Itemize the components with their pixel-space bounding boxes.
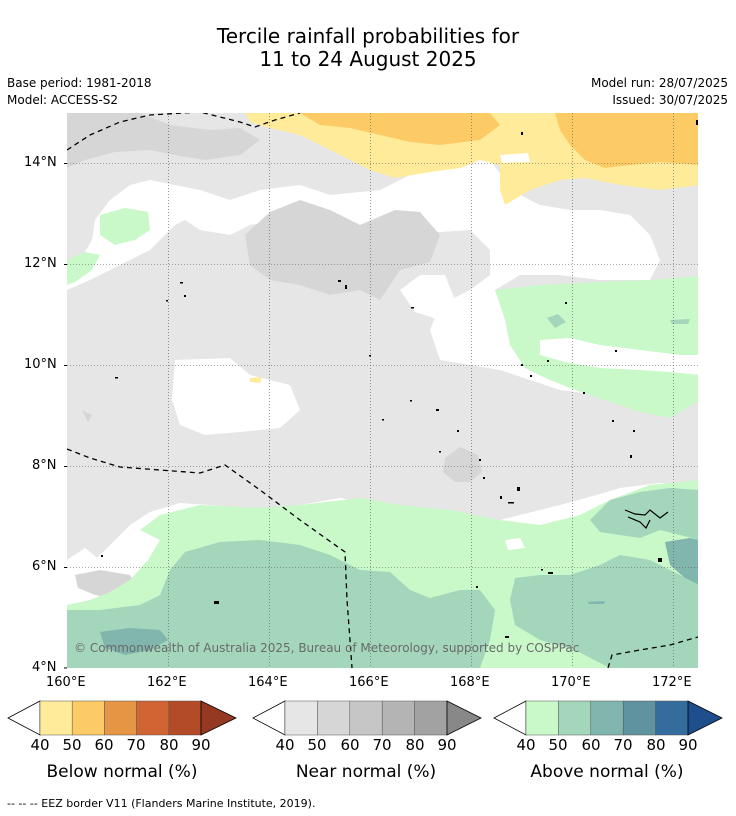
colorbar-swatch — [655, 700, 689, 736]
colorbar-tick-label: 90 — [191, 736, 211, 754]
above-normal-colorbar — [493, 700, 723, 736]
colorbar-tick-label: 60 — [581, 736, 601, 754]
islands — [101, 120, 698, 638]
colorbar-tick-label: 50 — [548, 736, 568, 754]
x-tick-label: 166°E — [349, 675, 389, 690]
x-tick-label: 160°E — [46, 675, 86, 690]
colorbar-tick-label: 50 — [307, 736, 327, 754]
below-normal-label: Below normal (%) — [46, 762, 198, 782]
above-normal-darker-region — [510, 555, 698, 668]
colorbar-swatch — [284, 700, 318, 736]
colorbar-tick-label: 60 — [94, 736, 114, 754]
near-normal-darker-region — [245, 200, 440, 300]
map-plot-area — [67, 113, 698, 668]
y-tick-label: 12°N — [24, 256, 57, 271]
colorbar-swatch — [622, 700, 656, 736]
colorbar-swatch — [71, 700, 105, 736]
colorbar-swatch — [39, 700, 73, 736]
colorbar-tick-label: 40 — [30, 736, 50, 754]
issued-label: Issued: 30/07/2025 — [612, 93, 728, 107]
colorbar-swatch — [349, 700, 383, 736]
near-normal-label: Near normal (%) — [295, 762, 437, 782]
below-normal-region — [300, 113, 500, 145]
base-period-label: Base period: 1981-2018 — [7, 76, 152, 90]
colorbar-tick-label: 80 — [159, 736, 179, 754]
colorbar-swatch — [381, 700, 415, 736]
model-run-label: Model run: 28/07/2025 — [590, 76, 728, 90]
above-normal-label: Above normal (%) — [530, 762, 684, 782]
colorbar-swatch — [687, 700, 723, 736]
x-tick-label: 168°E — [450, 675, 490, 690]
above-normal-darker-region — [590, 488, 698, 540]
below-normal-colorbar — [7, 700, 237, 736]
colorbar-tick-label: 50 — [62, 736, 82, 754]
y-tick-label: 6°N — [32, 559, 57, 574]
atoll-outline — [627, 516, 651, 530]
y-tick-label: 8°N — [32, 458, 57, 473]
above-normal-darkest-region — [665, 538, 698, 585]
colorbar-tick-label: 70 — [372, 736, 392, 754]
axis-ticks — [64, 163, 67, 669]
above-normal-darker-region — [670, 319, 690, 324]
colorbar-swatch — [317, 700, 351, 736]
map-title-line2: 11 to 24 August 2025 — [259, 47, 477, 71]
colorbar-tick-label: 80 — [646, 736, 666, 754]
atoll-outline — [624, 509, 669, 519]
above-normal-region — [67, 252, 100, 285]
y-tick-label: 14°N — [24, 155, 57, 170]
x-tick-label: 162°E — [147, 675, 187, 690]
colorbar-tick-label: 40 — [275, 736, 295, 754]
colorbar-swatch — [446, 700, 482, 736]
colorbar-tick-label: 70 — [613, 736, 633, 754]
colorbar-swatch — [590, 700, 624, 736]
colorbar-tick-label: 70 — [126, 736, 146, 754]
eez-footnote: -- -- -- EEZ border V11 (Flanders Marine… — [7, 797, 316, 810]
colorbar-swatch — [558, 700, 592, 736]
near-normal-darker-region — [67, 113, 260, 168]
colorbar-tick-label: 80 — [405, 736, 425, 754]
colorbar-tick-label: 90 — [437, 736, 457, 754]
x-tick-label: 170°E — [551, 675, 591, 690]
colorbar-swatch — [104, 700, 137, 736]
colorbar-tick-label: 40 — [516, 736, 536, 754]
eez-border — [67, 113, 698, 668]
colorbar-swatch — [136, 700, 170, 736]
colorbar-swatch — [168, 700, 202, 736]
graticule — [67, 113, 698, 668]
above-normal-darker-region — [67, 540, 495, 668]
x-tick-label: 172°E — [652, 675, 692, 690]
above-normal-darkest-region — [100, 628, 168, 655]
y-tick-label: 10°N — [24, 357, 57, 372]
near-normal-region — [67, 220, 698, 590]
above-normal-darker-region — [547, 314, 566, 328]
copyright-notice: © Commonwealth of Australia 2025, Bureau… — [74, 641, 580, 655]
map-title-line1: Tercile rainfall probabilities for — [216, 24, 520, 48]
below-normal-region — [250, 377, 262, 383]
y-tick-label: 4°N — [32, 660, 57, 675]
above-normal-darkest-region — [588, 601, 605, 604]
colorbar-tick-label: 90 — [678, 736, 698, 754]
near-normal-darker-region — [443, 447, 482, 482]
near-normal-darker-region — [82, 410, 92, 422]
above-normal-region — [100, 208, 150, 245]
x-tick-label: 164°E — [248, 675, 288, 690]
colorbar-swatch — [414, 700, 448, 736]
near-normal-colorbar — [252, 700, 482, 736]
colorbar-swatch — [525, 700, 559, 736]
below-normal-region — [555, 113, 698, 168]
colorbar-tick-label: 60 — [340, 736, 360, 754]
colorbar-swatch — [200, 700, 237, 736]
model-label: Model: ACCESS-S2 — [7, 93, 119, 107]
